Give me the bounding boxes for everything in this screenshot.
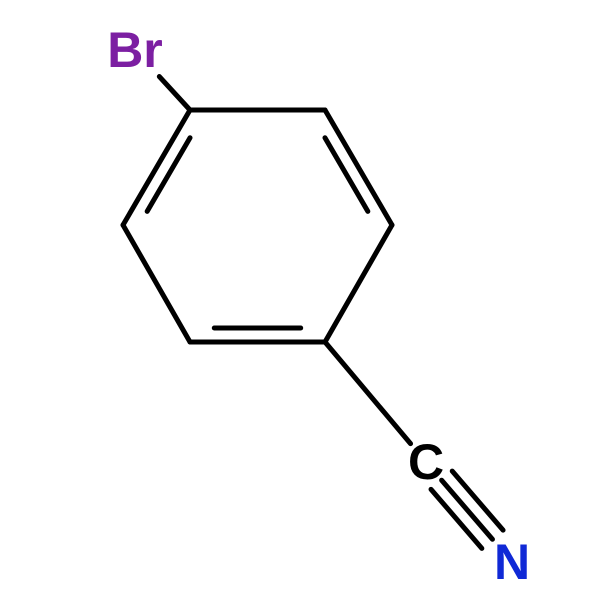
ring-bond	[123, 110, 190, 225]
substituent-bond	[325, 342, 411, 444]
atom-c-label: C	[408, 434, 444, 490]
ring-bond	[325, 225, 392, 342]
ring-bond	[325, 110, 392, 225]
ring-bond	[123, 225, 190, 342]
atom-br-label: Br	[107, 22, 163, 78]
atom-n-label: N	[494, 534, 530, 590]
substituent-bond	[159, 77, 190, 110]
